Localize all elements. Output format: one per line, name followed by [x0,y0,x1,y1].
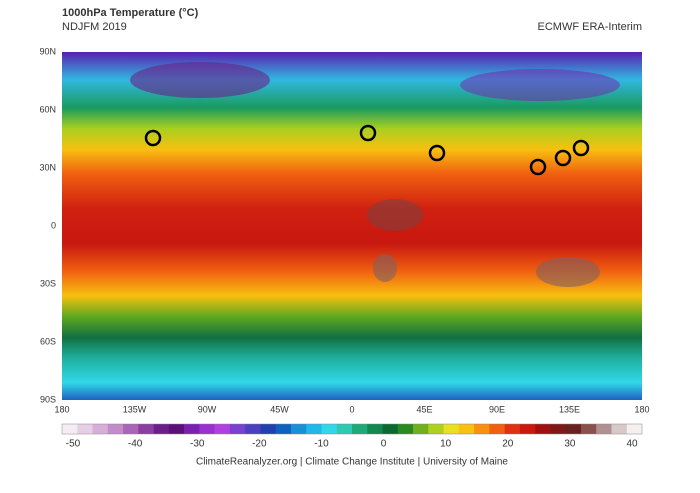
colorbar-swatch [92,424,109,434]
colorbar-swatch [382,424,399,434]
colorbar-swatch [275,424,292,434]
colorbar-swatch [290,424,307,434]
colorbar-swatch [443,424,460,434]
colorbar-swatch [489,424,505,434]
colorbar-swatch [77,424,93,434]
hot-region [536,257,600,287]
colorbar-swatch [519,424,536,434]
lon-label: 180 [54,404,69,414]
colorbar-swatch [504,424,521,434]
colorbar-swatch [413,424,429,434]
colorbar-frame [61,423,643,435]
colorbar-swatch [550,424,566,434]
colorbar-swatch [367,424,383,434]
colorbar-swatch [168,424,185,434]
colorbar-label: 0 [381,439,387,450]
lat-label: 30N [39,162,56,172]
cold-region [130,62,270,98]
colorbar-swatch [596,424,612,434]
colorbar-swatch [184,424,200,434]
cold-region [460,69,620,101]
map-field [62,52,642,400]
colorbar-swatch [199,424,215,434]
colorbar-swatch [214,424,231,434]
lon-label: 135W [123,404,147,414]
lon-label: 180 [634,404,649,414]
subtitle: NDJFM 2019 [62,21,127,33]
colorbar-swatch [474,424,490,434]
colorbar-swatch [306,424,322,434]
lon-label: 90E [489,404,505,414]
colorbar-swatch [260,424,276,434]
marker [529,158,547,176]
colorbar-swatch [229,424,246,434]
colorbar-label: 40 [626,439,638,450]
colorbar-swatch [123,424,139,434]
colorbar-swatch [153,424,170,434]
colorbar-swatch [245,424,261,434]
colorbar-swatch [138,424,154,434]
colorbar-swatch [321,424,338,434]
colorbar-label: -30 [190,439,205,450]
colorbar-label: 30 [564,439,576,450]
colorbar-swatch [397,424,414,434]
lon-label: 45W [270,404,289,414]
hot-region [367,199,423,231]
colorbar-label: -50 [66,439,81,450]
hot-region [373,254,397,282]
colorbar-label: 20 [502,439,514,450]
lon-label: 90W [198,404,217,414]
colorbar-swatch [352,424,368,434]
marker [359,124,377,142]
marker [554,149,572,167]
colorbar-swatch [626,424,643,434]
map [62,52,642,400]
marker [428,144,446,162]
lat-label: 90N [39,46,56,56]
lat-label: 60N [39,104,56,114]
colorbar-swatch [580,424,597,434]
marker [572,139,590,157]
colorbar-swatch [565,424,582,434]
colorbar-swatch [62,424,78,434]
marker [144,129,162,147]
colorbar-swatch [107,424,124,434]
source: ECMWF ERA-Interim [538,21,643,33]
colorbar-swatch [336,424,353,434]
title: 1000hPa Temperature (°C) [62,7,199,19]
colorbar-label: -20 [252,439,267,450]
lon-label: 135E [559,404,580,414]
lat-label: 30S [40,278,56,288]
lat-label: 60S [40,336,56,346]
colorbar-swatch [428,424,444,434]
lon-label: 0 [349,404,354,414]
footer: ClimateReanalyzer.org | Climate Change I… [196,457,508,468]
colorbar-swatch [611,424,628,434]
lon-label: 45E [416,404,432,414]
colorbar-swatch [458,424,475,434]
colorbar-swatch [535,424,551,434]
lat-label: 0 [51,220,56,230]
lat-label: 90S [40,394,56,404]
colorbar-label: -40 [128,439,143,450]
colorbar-label: 10 [440,439,452,450]
colorbar-label: -10 [314,439,329,450]
